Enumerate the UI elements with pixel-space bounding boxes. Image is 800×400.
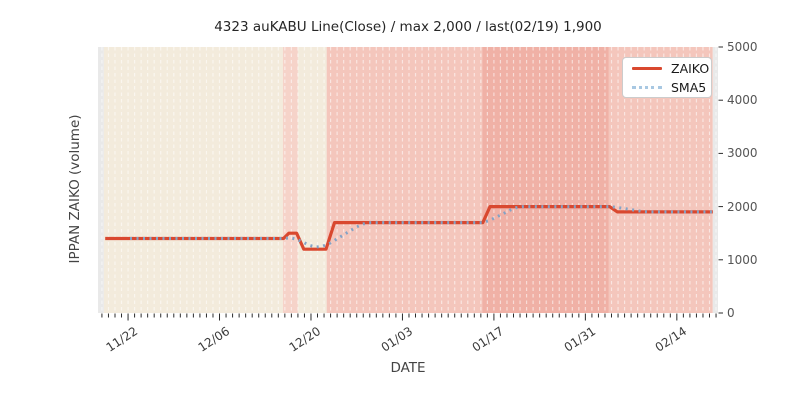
x-axis-label: DATE — [390, 360, 426, 376]
status-band — [297, 47, 327, 313]
y-tick-label: 4000 — [727, 93, 758, 108]
y-tick-label: 3000 — [727, 146, 758, 161]
status-band — [282, 47, 298, 313]
status-band — [98, 47, 104, 313]
legend-label-zaiko: ZAIKO — [671, 60, 710, 76]
chart-title: 4323 auKABU Line(Close) / max 2,000 / la… — [214, 19, 602, 35]
legend-item-zaiko: ZAIKO — [632, 61, 709, 76]
zaiko-line-sample — [632, 66, 662, 70]
y-tick-label: 5000 — [727, 40, 758, 54]
legend: ZAIKO SMA5 — [622, 57, 712, 98]
status-band — [482, 47, 609, 313]
legend-item-sma5: SMA5 — [632, 80, 706, 95]
series-line-zaiko — [105, 205, 713, 251]
y-tick-label: 2000 — [727, 199, 758, 214]
y-tick-label: 0 — [727, 306, 735, 320]
legend-label-sma5: SMA5 — [671, 79, 707, 95]
status-band — [326, 47, 483, 313]
y-tick-label: 1000 — [727, 252, 758, 267]
status-band — [712, 47, 718, 313]
sma5-line-sample — [632, 85, 662, 89]
